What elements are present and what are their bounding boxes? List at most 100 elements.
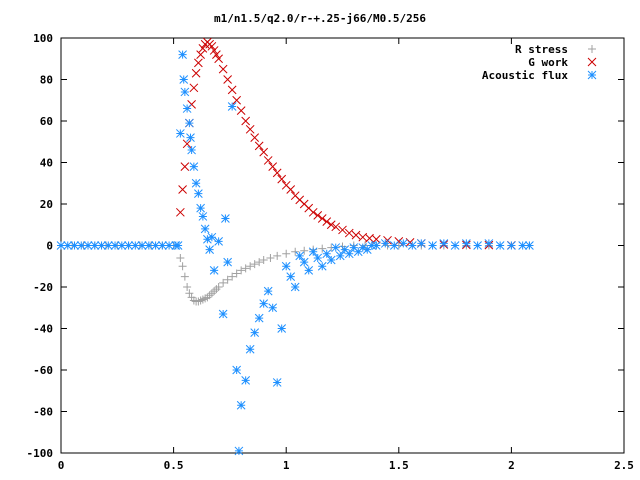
data-point [358,243,368,252]
data-point [277,174,287,184]
data-point [308,207,318,217]
data-point [209,266,219,275]
legend-label: R stress [515,43,568,56]
series-g-work [176,37,516,250]
data-point [185,289,194,298]
data-point [263,286,273,296]
data-point [326,255,336,265]
data-point [180,162,190,172]
data-point [198,295,207,304]
data-point [63,241,73,250]
legend-label: G work [528,56,568,69]
data-point [495,241,505,250]
data-point [484,239,494,248]
data-point [313,211,323,220]
y-tick-label: 0 [46,240,53,253]
data-point [219,278,228,287]
data-point [124,241,133,250]
data-point [117,241,127,250]
data-point [207,232,217,242]
data-point [97,241,106,250]
data-point [462,239,471,248]
data-point [349,243,359,252]
x-tick-label: 0 [58,459,65,472]
data-point [254,313,264,323]
data-point [210,287,219,296]
data-point [308,247,318,257]
data-point [290,282,300,292]
data-point [245,124,255,134]
data-point [214,283,223,291]
data-point [178,262,187,271]
data-point [331,243,341,252]
data-point [205,245,214,255]
data-point [157,241,167,250]
data-point [183,283,192,291]
data-point [266,253,275,262]
data-point [304,266,314,275]
data-point [218,64,228,74]
y-tick-label: 60 [40,115,53,128]
data-point [416,239,426,248]
data-point [223,275,232,284]
legend-marker [588,45,596,53]
data-point [207,289,216,298]
data-point [214,236,223,246]
data-point [335,251,345,261]
data-point [518,241,528,250]
data-point [331,222,341,232]
data-point [407,241,417,250]
data-point [198,212,208,221]
data-point [322,217,332,226]
chart-title: m1/n1.5/q2.0/r-+.25-j66/M0.5/256 [214,12,426,25]
data-point [207,41,217,51]
data-point [182,139,192,149]
axis-ticks: 0 0.5 1 1.5 2 2.5 -100 -80 -60 -40 -20 0 20 40 60 80 100 [27,32,634,472]
data-point [189,83,199,93]
y-tick-label: 100 [33,32,53,45]
data-point [250,260,259,269]
data-point [245,344,255,354]
data-point [428,241,437,250]
data-point [344,249,354,259]
data-point [473,241,482,250]
data-point [254,141,264,151]
data-point [173,241,183,250]
data-point [194,189,203,198]
data-point [236,400,246,410]
data-point [203,234,212,244]
data-point [212,50,221,59]
data-point [250,328,260,338]
data-point [291,247,300,256]
series-r-stress [57,241,534,306]
data-point [178,185,187,194]
data-point [300,246,309,255]
data-point [76,241,86,250]
data-point [228,272,237,281]
data-point [179,75,189,84]
y-tick-label: 40 [40,157,53,170]
data-point [200,224,210,234]
x-tick-label: 2 [508,459,515,472]
data-point [191,68,201,78]
data-point [186,133,195,142]
data-point [236,106,246,115]
data-point [313,253,323,263]
data-point [250,133,260,142]
y-tick-label: -40 [33,323,53,336]
data-point [196,50,205,59]
data-point [362,245,372,255]
data-point [232,269,241,278]
data-point [450,241,460,250]
data-point [241,264,250,273]
data-point [232,365,242,375]
data-point [340,245,350,255]
data-point [187,145,196,155]
data-point [282,249,291,258]
x-tick-label: 1.5 [389,459,409,472]
data-point [151,241,160,250]
data-marks [56,37,534,456]
data-point [326,220,336,230]
data-point [176,129,185,138]
